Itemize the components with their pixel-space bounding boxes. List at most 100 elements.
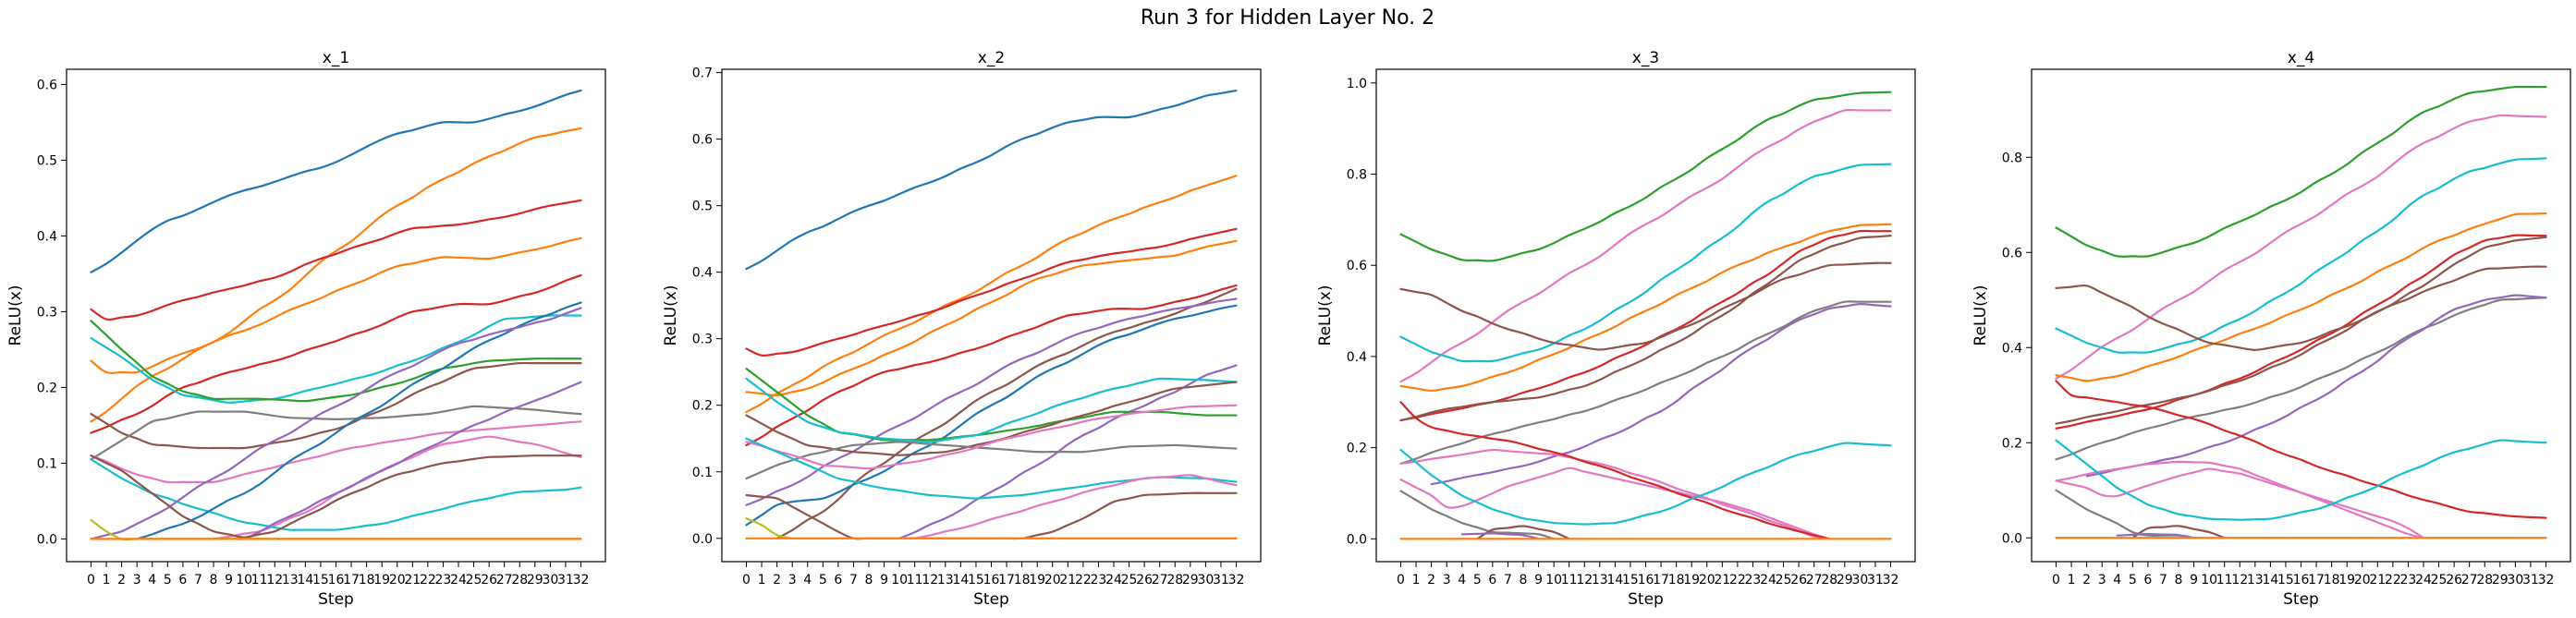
x-ticks: 0 1 2 3 4 5 6 7 8 9 101112131415161718192021222324… (87, 562, 589, 588)
x-tick-label: 18 (1014, 573, 1031, 588)
x-tick-label: 9 (1534, 573, 1543, 588)
x-tick-label: 13 (1592, 573, 1608, 588)
series-line-7 (745, 297, 1238, 506)
x-tick-label: 0 (1397, 573, 1405, 588)
x-tick-label: 19 (1683, 573, 1700, 588)
series-line-11 (1399, 448, 1831, 540)
x-tick-label: 4 (148, 573, 156, 588)
y-axis-label: ReLU(x) (1316, 285, 1335, 346)
x-tick-label: 12 (2231, 573, 2248, 588)
series-line-5 (745, 284, 1238, 447)
x-axis-label: Step (973, 590, 1009, 609)
x-tick-label: 5 (164, 573, 172, 588)
x-tick-label: 20 (1699, 573, 1715, 588)
x-tick-label: 10 (1545, 573, 1562, 588)
x-tick-label: 14 (952, 573, 969, 588)
x-tick-label: 13 (282, 573, 299, 588)
x-tick-label: 21 (404, 573, 421, 588)
y-tick-label: 0.0 (37, 532, 57, 547)
x-tick-label: 21 (1714, 573, 1730, 588)
x-tick-label: 17 (343, 573, 360, 588)
series-lines (2055, 85, 2547, 539)
x-tick-label: 11 (1561, 573, 1578, 588)
y-tick-label: 0.2 (2002, 436, 2022, 451)
x-tick-label: 9 (225, 573, 233, 588)
x-tick-label: 1 (758, 573, 766, 588)
x-tick-label: 20 (1044, 573, 1061, 588)
x-tick-label: 2 (117, 573, 126, 588)
series-line-14 (2055, 489, 2195, 539)
y-axis-label: ReLU(x) (6, 285, 25, 346)
y-tick-label: 0.6 (37, 78, 57, 92)
x-tick-label: 10 (2201, 573, 2217, 588)
axes-frame (721, 68, 1262, 563)
series-line-11 (745, 377, 1238, 443)
x-tick-label: 31 (557, 573, 574, 588)
series-line-2 (90, 127, 582, 423)
series-line-16 (1460, 532, 1540, 540)
x-tick-label: 6 (834, 573, 842, 588)
axes-frame (2031, 68, 2571, 563)
x-tick-label: 27 (496, 573, 513, 588)
series-line-2 (745, 175, 1238, 414)
series-line-7 (2055, 236, 2547, 425)
chart-panel-3: 0 1 2 3 4 5 6 7 8 9 101112131415161718192021222324… (1316, 49, 1916, 609)
x-tick-label: 18 (1668, 573, 1685, 588)
x-tick-label: 19 (2338, 573, 2355, 588)
x-tick-label: 14 (2262, 573, 2278, 588)
x-tick-label: 19 (1029, 573, 1045, 588)
x-tick-label: 27 (1152, 573, 1168, 588)
x-tick-label: 6 (2143, 573, 2152, 588)
series-line-12 (2055, 380, 2547, 519)
x-tick-label: 8 (2175, 573, 2183, 588)
series-line-6 (90, 314, 582, 404)
series-line-11 (2055, 460, 2425, 539)
x-tick-label: 28 (1821, 573, 1837, 588)
x-tick-label: 18 (2324, 573, 2340, 588)
axes-frame (1375, 68, 1916, 563)
x-tick-label: 31 (1213, 573, 1229, 588)
x-tick-label: 14 (297, 573, 313, 588)
x-tick-label: 22 (420, 573, 436, 588)
x-tick-label: 5 (1473, 573, 1482, 588)
series-line-16 (913, 474, 1238, 539)
series-line-8 (2055, 297, 2547, 461)
series-line-13 (136, 301, 582, 540)
series-line-16 (2116, 533, 2195, 539)
y-tick-label: 0.2 (692, 399, 713, 414)
series-line-10 (2055, 467, 2425, 539)
y-tick-label: 1.0 (1347, 77, 1367, 91)
x-tick-label: 29 (1837, 573, 1853, 588)
series-lines (90, 89, 582, 541)
chart-panel-4: 0 1 2 3 4 5 6 7 8 9 101112131415161718192021222324… (1972, 49, 2571, 609)
x-tick-label: 11 (251, 573, 268, 588)
y-tick-label: 0.3 (37, 305, 57, 320)
y-tick-label: 0.7 (692, 67, 713, 81)
y-tick-label: 0.4 (37, 229, 57, 244)
x-tick-label: 27 (1806, 573, 1823, 588)
chart-title: x_4 (2288, 49, 2314, 67)
x-tick-label: 22 (2385, 573, 2401, 588)
series-line-9 (898, 364, 1238, 539)
series-line-3 (90, 199, 582, 321)
series-line-10 (745, 368, 1238, 442)
x-tick-label: 6 (1488, 573, 1496, 588)
x-tick-label: 0 (742, 573, 751, 588)
series-line-5 (90, 273, 582, 434)
x-tick-label: 24 (2415, 573, 2432, 588)
x-tick-label: 28 (2476, 573, 2493, 588)
x-tick-label: 15 (1622, 573, 1639, 588)
x-axis-label: Step (2283, 590, 2319, 609)
figure-suptitle: Run 3 for Hidden Layer No. 2 (1141, 6, 1435, 30)
x-tick-label: 26 (481, 573, 497, 588)
series-line-14 (1399, 490, 1556, 540)
series-line-8 (90, 361, 582, 450)
x-tick-label: 1 (103, 573, 111, 588)
x-tick-label: 1 (2068, 573, 2076, 588)
chart-title: x_2 (978, 49, 1005, 67)
y-tick-label: 0.5 (37, 153, 57, 168)
series-line-9 (1430, 303, 1892, 486)
x-tick-label: 7 (1504, 573, 1512, 588)
